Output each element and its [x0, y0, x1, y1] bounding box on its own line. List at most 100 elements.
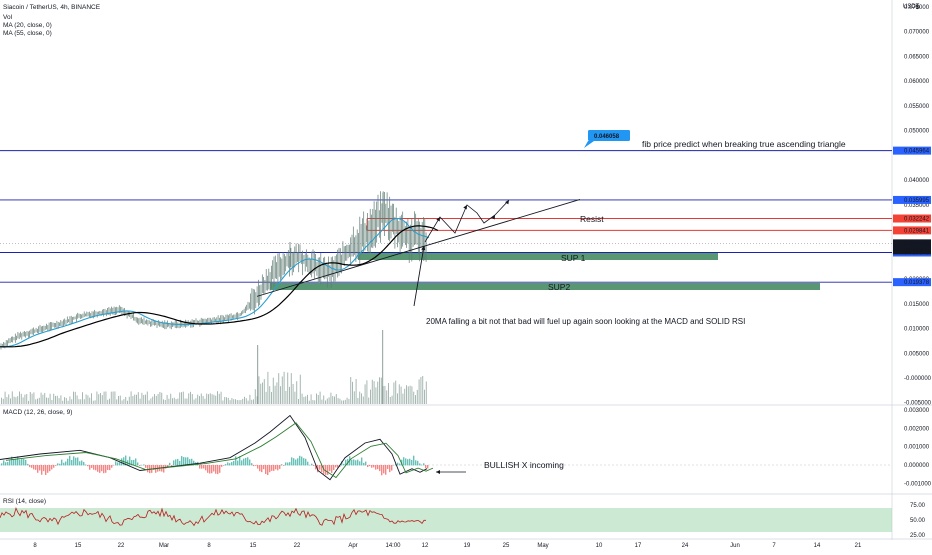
volume-bar [300, 375, 301, 404]
volume-bar [327, 399, 328, 404]
volume-bar [120, 396, 121, 404]
vol-legend[interactable]: Vol [3, 14, 12, 21]
level-tag-label: 0.035995 [904, 198, 930, 204]
macd-histogram-bar [373, 465, 374, 467]
volume-bar [194, 400, 195, 404]
macd-histogram-bar [145, 465, 146, 468]
volume-bar [417, 390, 418, 404]
macd-histogram-bar [249, 460, 250, 466]
macd-legend[interactable]: MACD (12, 26, close, 9) [3, 409, 72, 416]
arrow-head [463, 204, 468, 209]
macd-histogram-bar [91, 465, 92, 468]
volume-bar [6, 397, 7, 404]
volume-bar [377, 382, 378, 404]
volume-bar [348, 399, 349, 404]
macd-histogram-bar [205, 465, 206, 470]
macd-histogram-bar [409, 459, 410, 466]
macd-histogram-bar [33, 465, 34, 469]
volume-bar [357, 398, 358, 404]
volume-bar [402, 394, 403, 404]
volume-bar [239, 400, 240, 404]
volume-bar [330, 393, 331, 404]
volume-bar [267, 372, 268, 404]
volume-bar [3, 399, 4, 404]
symbol-legend[interactable]: Siacoin / TetherUS, 4h, BINANCE [3, 4, 100, 11]
macd-tick-label: 0.002000 [904, 426, 930, 432]
time-tick-label: 24 [682, 543, 689, 549]
macd-histogram-bar [253, 465, 254, 466]
macd-histogram-bar [49, 465, 50, 471]
volume-bar [51, 400, 52, 404]
volume-bar [78, 399, 79, 404]
macd-histogram-bar [413, 456, 414, 466]
macd-histogram-bar [245, 458, 246, 466]
volume-bar [276, 382, 277, 404]
volume-bar [388, 383, 389, 404]
volume-bar [266, 392, 267, 404]
volume-bar [282, 376, 283, 404]
macd-histogram-bar [383, 465, 384, 473]
volume-bar [109, 399, 110, 404]
volume-bar [293, 384, 294, 404]
current-price-label: 0.027218 [904, 241, 930, 247]
volume-bar [62, 401, 63, 404]
time-tick-label: 19 [464, 543, 471, 549]
volume-bar [21, 394, 22, 404]
ma55-legend[interactable]: MA (55, close, 0) [3, 30, 52, 37]
macd-histogram-bar [103, 465, 104, 473]
volume-bar [352, 382, 353, 404]
volume-bar [404, 389, 405, 404]
volume-bar [289, 387, 290, 404]
volume-bar [15, 397, 16, 404]
volume-bar [100, 393, 101, 404]
time-tick-label: 12 [422, 543, 429, 549]
volume-bar [60, 395, 61, 404]
volume-bar [336, 394, 337, 404]
macd-histogram-bar [289, 462, 290, 465]
level-tag-label: 0.045964 [904, 149, 930, 155]
macd-histogram-bar [59, 464, 60, 466]
macd-histogram-bar [209, 465, 210, 473]
volume-bar [111, 392, 112, 404]
rsi-legend[interactable]: RSI (14, close) [3, 498, 46, 505]
projection-path [425, 200, 509, 242]
macd-histogram-bar [273, 465, 274, 471]
volume-bar [122, 400, 123, 404]
settings-icon[interactable]: ⚙ [915, 4, 920, 11]
volume-bar [291, 373, 292, 404]
volume-bar [305, 396, 306, 404]
macd-histogram-bar [53, 465, 54, 468]
volume-bar [87, 395, 88, 404]
sup1-annotation: SUP 1 [561, 253, 586, 263]
volume-bar [125, 397, 126, 404]
macd-histogram-bar [263, 465, 264, 469]
macd-histogram-bar [311, 464, 312, 466]
volume-bar [424, 390, 425, 404]
volume-bar [365, 384, 366, 404]
countdown-label: 03:46:07 [904, 248, 928, 254]
volume-bar [320, 392, 321, 404]
volume-bar [75, 392, 76, 404]
resist-annotation: Resist [580, 214, 604, 224]
macd-histogram-bar [407, 459, 408, 465]
time-tick-label: 17 [635, 543, 642, 549]
volume-bar [386, 390, 387, 404]
macd-histogram-bar [97, 465, 98, 472]
volume-bar [334, 397, 335, 404]
volume-bar [123, 399, 124, 404]
macd-histogram-bar [107, 465, 108, 470]
ma20-legend[interactable]: MA (20, close, 0) [3, 22, 52, 29]
macd-histogram-bar [297, 458, 298, 465]
rsi-tick-label: 50.00 [910, 518, 926, 524]
volume-bar [161, 393, 162, 404]
macd-histogram-bar [365, 462, 366, 466]
volume-bar [46, 398, 47, 404]
volume-bar [262, 383, 263, 404]
volume-bar [370, 390, 371, 404]
volume-bar [246, 398, 247, 404]
macd-histogram-bar [169, 463, 170, 466]
volume-bar [381, 378, 382, 404]
macd-histogram-bar [71, 460, 72, 465]
volume-bar [14, 397, 15, 404]
